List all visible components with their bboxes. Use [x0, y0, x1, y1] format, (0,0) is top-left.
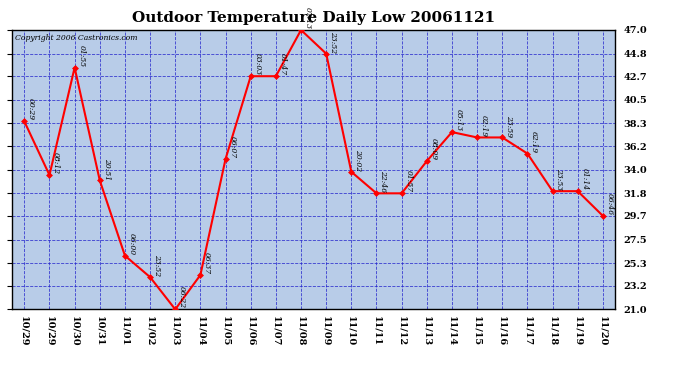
Text: 02:19: 02:19: [480, 114, 488, 136]
Text: 06:07: 06:07: [228, 136, 237, 158]
Text: 23:59: 23:59: [505, 114, 513, 136]
Text: 20:51: 20:51: [103, 158, 110, 180]
Text: 62:19: 62:19: [530, 130, 538, 153]
Text: 06:00: 06:00: [128, 233, 136, 255]
Text: 00:29: 00:29: [27, 98, 35, 120]
Text: 06:37: 06:37: [203, 252, 211, 274]
Text: 06:22: 06:22: [178, 286, 186, 309]
Text: 01:57: 01:57: [404, 170, 413, 192]
Text: 06:46: 06:46: [606, 193, 613, 215]
Text: 08:12: 08:12: [52, 152, 60, 174]
Text: 01:14: 01:14: [580, 168, 589, 190]
Text: 23:53: 23:53: [555, 168, 563, 190]
Text: 23:52: 23:52: [329, 31, 337, 53]
Text: 03:03: 03:03: [253, 53, 262, 75]
Text: 08:09: 08:09: [430, 138, 437, 160]
Text: 05:13: 05:13: [455, 109, 463, 131]
Text: 22:46: 22:46: [380, 170, 387, 192]
Text: 01:55: 01:55: [77, 45, 86, 67]
Text: Copyright 2006 Castronics.com: Copyright 2006 Castronics.com: [14, 34, 137, 42]
Text: 01:47: 01:47: [279, 53, 286, 75]
Text: 20:02: 20:02: [354, 149, 362, 171]
Text: 07:13: 07:13: [304, 7, 312, 29]
Text: 23:52: 23:52: [153, 254, 161, 276]
Text: Outdoor Temperature Daily Low 20061121: Outdoor Temperature Daily Low 20061121: [132, 11, 495, 25]
